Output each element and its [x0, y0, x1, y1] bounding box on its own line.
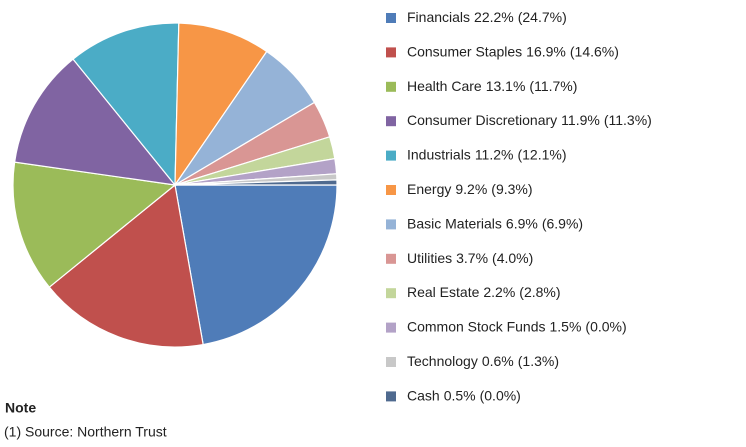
legend-value: 16.9% — [526, 43, 566, 59]
legend-entry: Consumer Staples 16.9% (14.6%) — [407, 43, 619, 59]
legend-entry: Health Care 13.1% (11.7%) — [407, 78, 577, 94]
note-title: Note — [5, 400, 36, 416]
pie-slice — [174, 184, 338, 346]
legend-benchmark: (14.6%) — [570, 43, 619, 59]
legend-value: 11.2% — [475, 146, 514, 162]
legend-entry: Real Estate 2.2% (2.8%) — [407, 284, 561, 300]
legend-value: 6.9% — [506, 215, 538, 231]
legend-swatch — [386, 13, 396, 23]
pie-slice — [72, 22, 180, 187]
legend-label: Basic Materials — [407, 215, 502, 231]
legend-swatch — [386, 150, 396, 161]
legend-swatch — [386, 81, 396, 92]
legend-benchmark: (11.7%) — [529, 78, 577, 94]
legend-label: Industrials — [407, 146, 471, 162]
legend-label: Energy — [407, 181, 451, 197]
legend-benchmark: (6.9%) — [542, 215, 583, 231]
legend-entry: Financials 22.2% (24.7%) — [407, 9, 567, 25]
legend-swatch — [386, 47, 396, 58]
legend-swatch — [386, 116, 396, 127]
pie-slice — [174, 179, 338, 186]
legend-entry: Common Stock Funds 1.5% (0.0%) — [407, 318, 627, 334]
legend-benchmark: (0.0%) — [480, 387, 521, 403]
legend-label: Health Care — [407, 78, 482, 94]
legend-label: Common Stock Funds — [407, 318, 546, 334]
legend-value: 1.5% — [550, 318, 582, 334]
legend-label: Consumer Staples — [407, 43, 522, 59]
legend-swatch — [386, 391, 396, 402]
legend-entry: Consumer Discretionary 11.9% (11.3%) — [407, 112, 652, 128]
pie-slice — [174, 22, 268, 188]
pie-slice — [48, 183, 204, 348]
legend-entry: Basic Materials 6.9% (6.9%) — [407, 215, 583, 231]
legend-label: Consumer Discretionary — [407, 112, 557, 128]
legend-benchmark: (1.3%) — [518, 353, 559, 369]
legend-value: 13.1% — [486, 78, 526, 94]
legend-benchmark: (2.8%) — [519, 284, 560, 300]
legend-label: Financials — [407, 9, 470, 25]
legend-benchmark: (24.7%) — [518, 9, 567, 25]
legend-value: 0.6% — [482, 353, 514, 369]
legend-entry: Cash 0.5% (0.0%) — [407, 387, 521, 403]
legend-swatch — [386, 288, 396, 299]
legend-swatch — [386, 253, 396, 264]
legend-entry: Utilities 3.7% (4.0%) — [407, 250, 533, 266]
legend-benchmark: (9.3%) — [491, 181, 532, 197]
legend-value: 2.2% — [483, 284, 515, 300]
legend-label: Technology — [407, 353, 478, 369]
legend-benchmark: (11.3%) — [604, 112, 652, 128]
legend-benchmark: (0.0%) — [585, 318, 626, 334]
legend-value: 11.9% — [561, 112, 600, 128]
pie-slice — [12, 161, 177, 289]
legend-label: Real Estate — [407, 284, 480, 300]
legend-label: Cash — [407, 387, 440, 403]
legend-swatch — [386, 219, 396, 230]
note: (1) Source: Northern Trust — [4, 424, 167, 440]
legend-swatch — [386, 357, 396, 367]
legend-benchmark: (12.1%) — [517, 146, 566, 162]
legend-entry: Technology 0.6% (1.3%) — [407, 353, 559, 369]
legend-value: 0.5% — [444, 387, 476, 403]
legend-value: 9.2% — [455, 181, 487, 197]
legend-swatch — [386, 322, 396, 333]
pie-slice — [13, 58, 177, 186]
legend-benchmark: (4.0%) — [492, 250, 533, 266]
legend-entry: Industrials 11.2% (12.1%) — [407, 146, 567, 162]
legend-entry: Energy 9.2% (9.3%) — [407, 181, 533, 197]
legend-swatch — [386, 185, 396, 195]
legend-value: 22.2% — [474, 9, 514, 25]
legend-value: 3.7% — [456, 250, 488, 266]
legend-label: Utilities — [407, 250, 452, 266]
